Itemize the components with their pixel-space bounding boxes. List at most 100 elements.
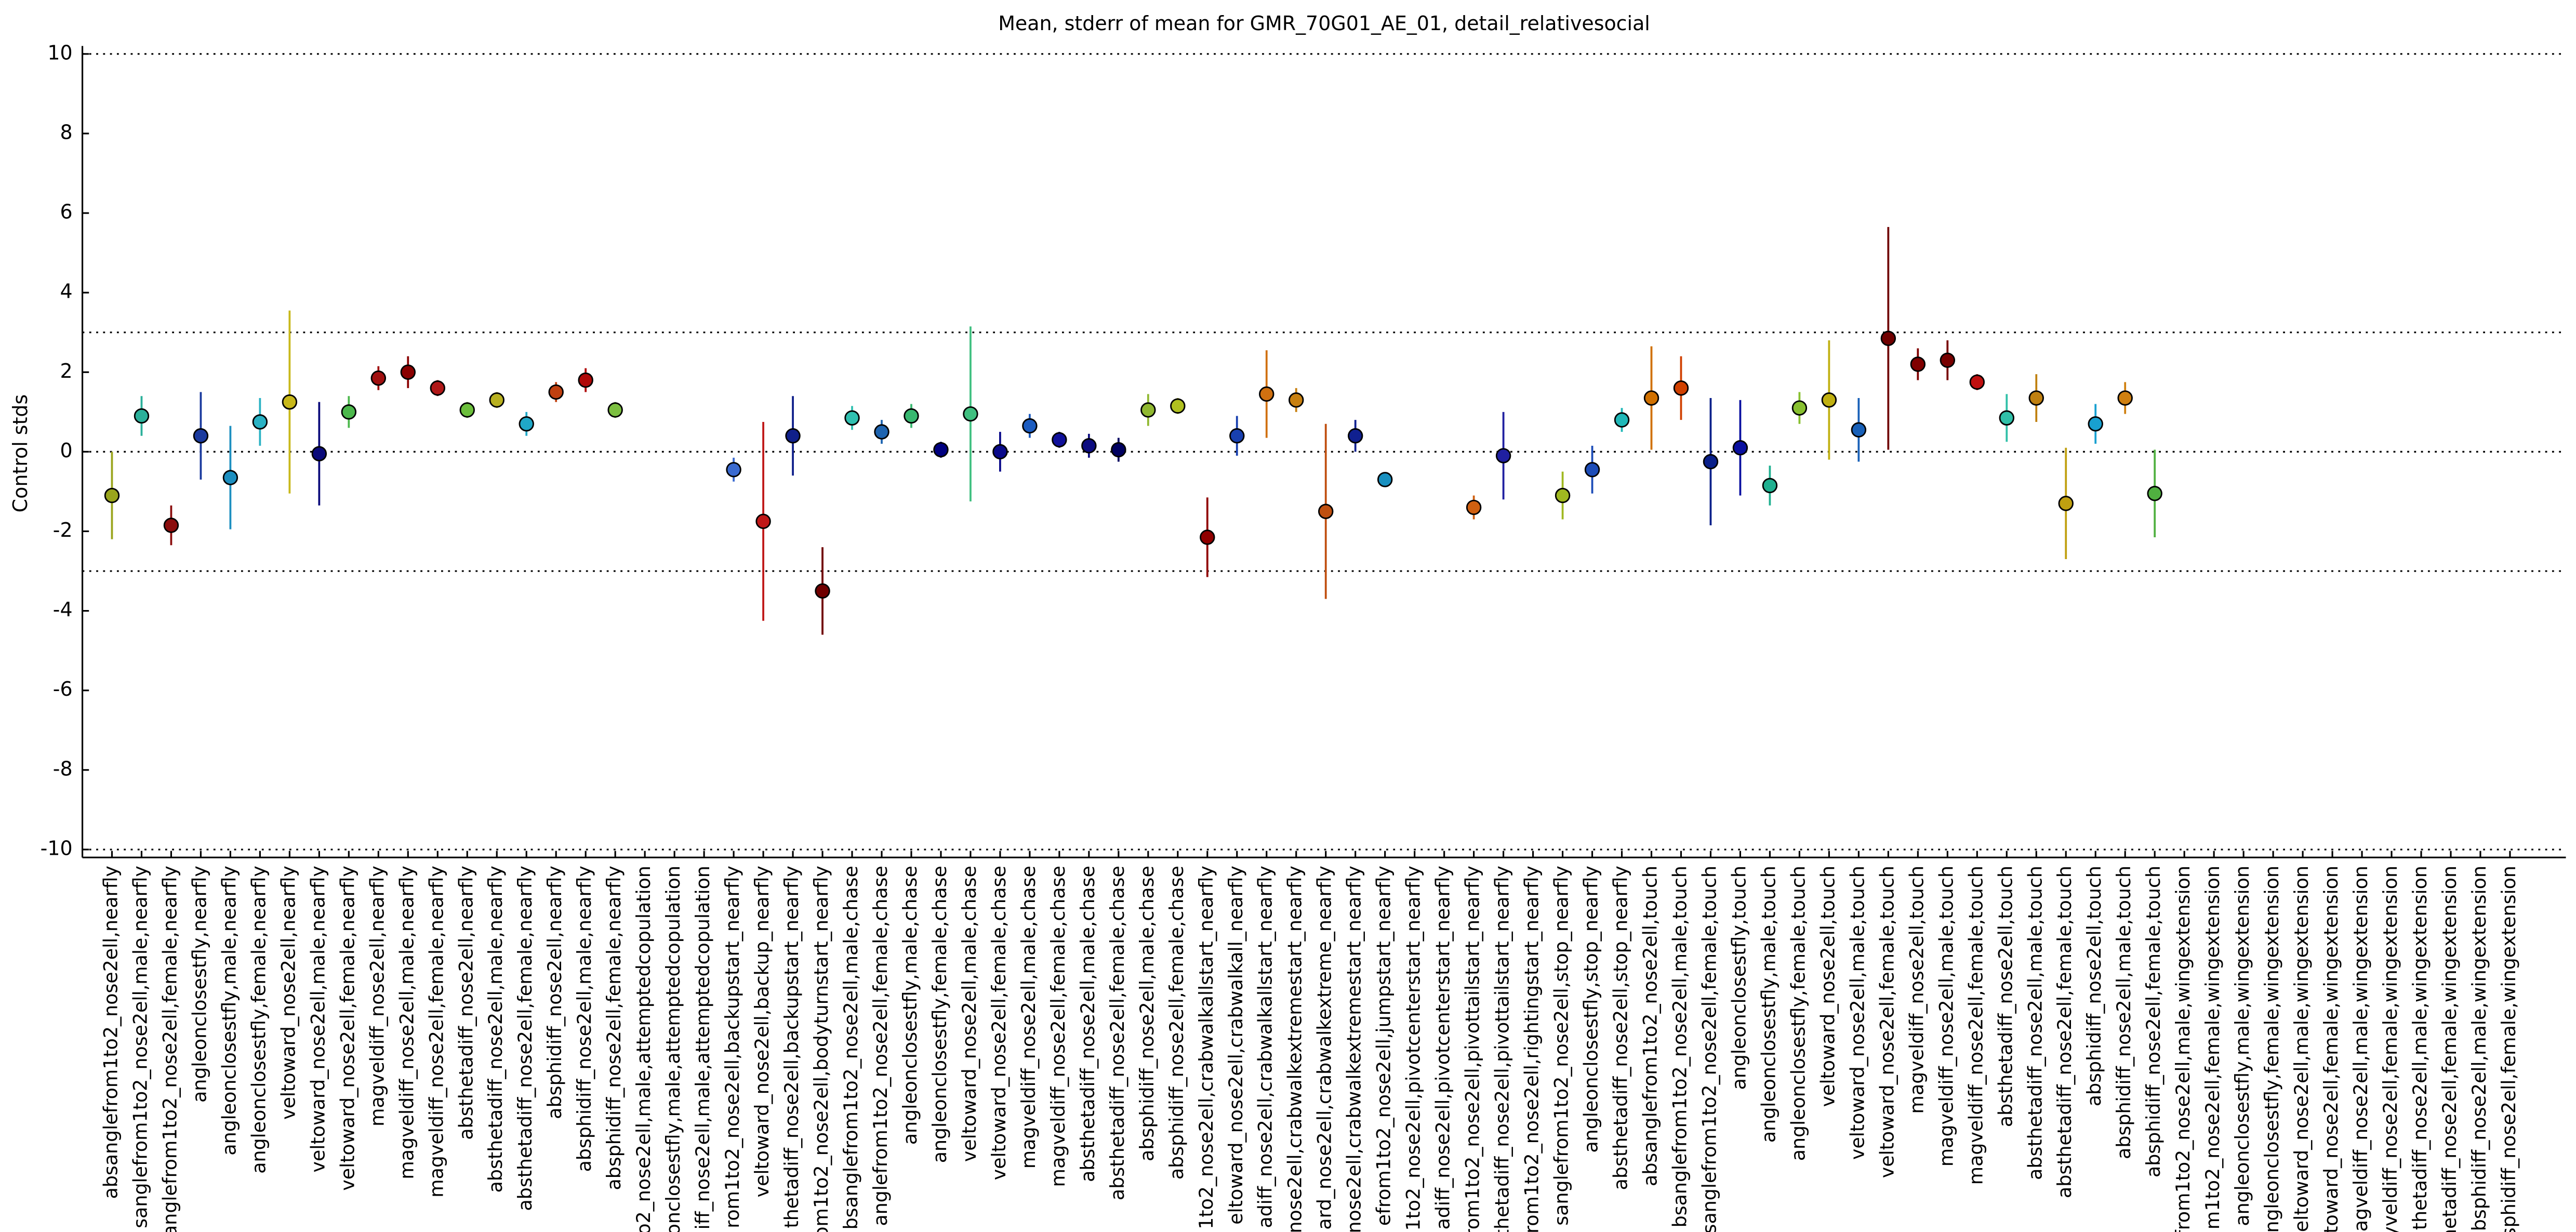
x-tick-label: magveldiff_nose2ell,female,touch xyxy=(1964,866,1987,1185)
chart-title: Mean, stderr of mean for GMR_70G01_AE_01… xyxy=(998,12,1650,35)
mean-marker xyxy=(163,518,179,533)
mean-marker xyxy=(2147,486,2162,501)
mean-marker xyxy=(1289,392,1304,408)
x-tick-label: angleonclosestfly,female,wingextension xyxy=(2261,866,2283,1232)
x-tick-label: absanglefrom1to2_nose2ell,touch xyxy=(1639,866,1662,1186)
mean-marker xyxy=(400,364,416,380)
x-tick-label: absphidiff_nose2ell,male,chase xyxy=(1136,866,1158,1161)
mean-marker xyxy=(489,392,504,408)
x-tick-label: sanglefrom1to2_nose2ell,female,touch xyxy=(1698,866,1720,1232)
y-axis-label: Control stds xyxy=(9,394,32,513)
mean-marker xyxy=(815,583,830,599)
x-tick-label: absthetadiff_nose2ell,male,touch xyxy=(2024,866,2046,1180)
mean-marker xyxy=(1762,478,1778,494)
x-tick-label: veltoward_nose2ell,male,chase xyxy=(958,866,980,1162)
x-tick-label: veltoward_nose2ell,male,nearfly xyxy=(307,866,329,1172)
mean-marker xyxy=(519,416,534,432)
mean-marker xyxy=(1880,330,1896,346)
x-tick-label: angleonclosestfly,female,touch xyxy=(1787,866,1809,1161)
x-tick-label: absthetadiff_nose2ell,female,chase xyxy=(1106,866,1128,1200)
x-tick-label: angleonclosestfly,female,nearfly xyxy=(247,866,270,1174)
mean-marker xyxy=(1791,400,1808,416)
mean-marker xyxy=(755,513,771,529)
x-tick-label: o2_nose2ell,male,attemptedcopulation xyxy=(632,866,655,1232)
mean-marker xyxy=(1200,529,1215,545)
mean-marker xyxy=(1081,438,1097,454)
x-tick-label: iff_nose2ell,male,attemptedcopulation xyxy=(692,866,714,1229)
x-tick-label: veltoward_nose2ell,touch xyxy=(1816,866,1839,1107)
mean-marker xyxy=(341,404,357,420)
mean-marker xyxy=(548,384,564,400)
mean-marker xyxy=(904,408,919,424)
x-tick-label: from1to2_nose2ell,male,wingextension xyxy=(2172,866,2194,1232)
x-tick-label: magveldiff_nose2ell,female,chase xyxy=(1047,866,1069,1187)
x-tick-label: m1to2_nose2ell,female,wingextension xyxy=(2201,866,2224,1229)
x-tick-label: bsanglefrom1to2_nose2ell,male,chase xyxy=(840,866,862,1229)
mean-marker xyxy=(1022,418,1038,434)
mean-marker xyxy=(193,428,209,444)
x-tick-label: yveldiff_nose2ell,female,wingextension xyxy=(2379,866,2401,1232)
x-tick-label: absanglefrom1to2_nose2ell,nearfly xyxy=(99,866,122,1199)
mean-marker xyxy=(578,372,593,388)
mean-marker xyxy=(1584,462,1600,478)
x-tick-label: absphidiff_nose2ell,female,chase xyxy=(1165,866,1188,1180)
x-tick-label: absthetadiff_nose2ell,female,nearfly xyxy=(514,866,536,1211)
x-tick-label: bsanglefrom1to2_nose2ell,male,touch xyxy=(1668,866,1691,1227)
x-tick-label: sanglefrom1to2_nose2ell,stop_nearfly xyxy=(1550,866,1573,1226)
mean-marker xyxy=(1466,499,1482,515)
y-tick-label: -8 xyxy=(53,757,73,780)
x-tick-label: veltoward_nose2ell,male,touch xyxy=(1846,866,1868,1160)
mean-marker xyxy=(1111,442,1126,458)
x-tick-label: magveldiff_nose2ell,male,touch xyxy=(1935,866,1957,1167)
x-tick-label: sanglefrom1to2_nose2ell,male,nearfly xyxy=(129,866,151,1228)
mean-marker xyxy=(370,370,387,386)
mean-marker xyxy=(1643,390,1659,406)
mean-marker xyxy=(1940,352,1956,368)
x-tick-label: 1to2_nose2ell,crabwalkallstart_nearfly xyxy=(1195,866,1217,1229)
x-tick-label: veltoward_nose2ell,female,nearfly xyxy=(336,866,358,1191)
x-tick-label: absphidiff_nose2ell,male,wingextension xyxy=(2468,866,2490,1232)
mean-marker xyxy=(1969,374,1985,390)
x-tick-label: rom1to2_nose2ell,rightingstart_nearfly xyxy=(1521,866,1543,1232)
x-tick-label: veltoward_nose2ell,backup_nearfly xyxy=(751,866,773,1197)
y-tick-label: 6 xyxy=(60,201,72,223)
mean-marker xyxy=(459,402,475,418)
mean-marker xyxy=(963,406,978,422)
x-tick-label: thetadiff_nose2ell,backupstart_nearfly xyxy=(780,866,803,1228)
x-tick-label: magveldiff_nose2ell,nearfly xyxy=(366,866,388,1127)
mean-marker xyxy=(2058,496,2074,511)
mean-marker xyxy=(1999,410,2014,426)
x-tick-label: angleonclosestfly,touch xyxy=(1728,866,1750,1090)
mean-marker xyxy=(134,408,150,424)
x-tick-label: absphidiff_nose2ell,touch xyxy=(2083,866,2105,1106)
x-tick-label: magveldiff_nose2ell,touch xyxy=(1905,866,1928,1114)
mean-marker xyxy=(282,394,298,410)
mean-marker xyxy=(933,442,949,458)
x-tick-label: toward_nose2ell,female,wingextension xyxy=(2320,866,2342,1232)
x-tick-label: ard_nose2ell,crabwalkextreme_nearfly xyxy=(1313,866,1336,1230)
x-tick-label: onclosestfly,male,attemptedcopulation xyxy=(662,866,684,1232)
y-tick-label: 0 xyxy=(60,439,72,462)
x-tick-label: anglefrom1to2_nose2ell,female,chase xyxy=(869,866,892,1226)
x-tick-label: adiff_nose2ell,crabwalkallstart_nearfly xyxy=(1254,866,1277,1228)
x-tick-label: absphidiff_nose2ell,female,touch xyxy=(2142,866,2165,1177)
mean-marker xyxy=(1347,428,1363,444)
y-tick-label: 8 xyxy=(60,121,72,143)
mean-marker xyxy=(1170,398,1186,414)
mean-marker xyxy=(2088,416,2103,432)
x-tick-label: absthetadiff_nose2ell,nearfly xyxy=(455,866,477,1140)
y-tick-label: -4 xyxy=(53,598,73,621)
x-tick-label: angleonclosestfly,nearfly xyxy=(188,866,210,1103)
mean-marker xyxy=(430,380,445,396)
mean-marker xyxy=(1821,392,1837,408)
x-tick-label: absthetadiff_nose2ell,touch xyxy=(1994,866,2016,1127)
mean-marker xyxy=(1851,422,1867,438)
x-tick-label: veltoward_nose2ell,male,wingextension xyxy=(2290,866,2313,1232)
mean-marker xyxy=(1614,412,1630,428)
x-tick-label: thetadiff_nose2ell,male,wingextension xyxy=(2409,866,2431,1230)
x-tick-label: rom1to2_nose2ell,bodyturnstart_nearfly xyxy=(810,866,832,1232)
y-tick-label: 4 xyxy=(60,280,72,303)
